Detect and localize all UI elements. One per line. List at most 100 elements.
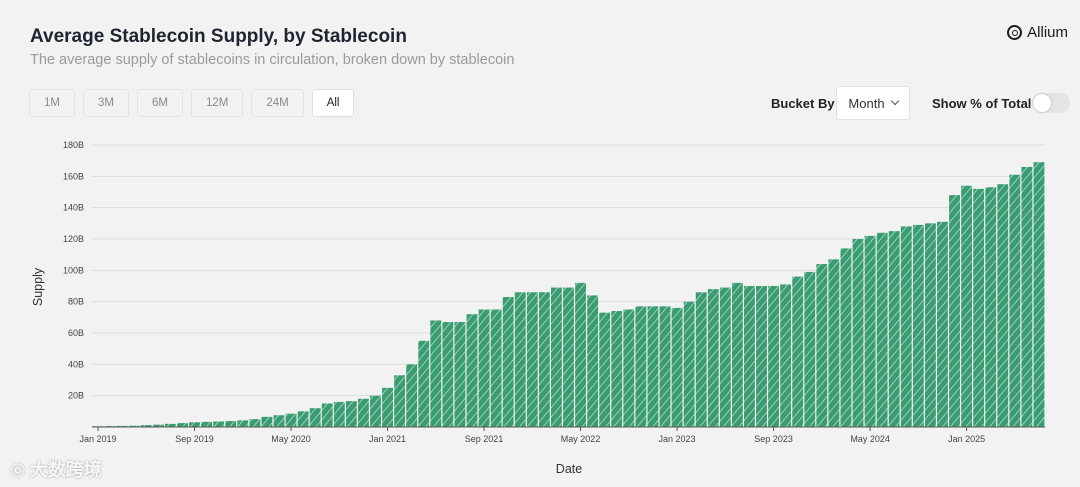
supply-bar[interactable] <box>116 425 128 427</box>
supply-bar[interactable] <box>611 311 623 427</box>
range-button-12m[interactable]: 12M <box>190 89 244 117</box>
supply-bar[interactable] <box>466 314 478 427</box>
supply-bar[interactable] <box>140 425 152 427</box>
x-tick-label: Jan 2021 <box>369 434 406 444</box>
supply-bar[interactable] <box>382 387 393 427</box>
supply-bar[interactable] <box>321 403 333 428</box>
supply-bar[interactable] <box>756 286 767 427</box>
supply-bar[interactable] <box>526 292 538 427</box>
supply-bar[interactable] <box>924 223 936 427</box>
supply-bar[interactable] <box>816 264 828 427</box>
supply-bar[interactable] <box>442 322 454 427</box>
supply-bar[interactable] <box>780 284 792 427</box>
supply-bar[interactable] <box>744 286 755 427</box>
supply-bar[interactable] <box>394 375 406 427</box>
y-tick-label: 180B <box>63 140 84 150</box>
supply-bar[interactable] <box>502 296 514 427</box>
supply-bar[interactable] <box>719 287 731 427</box>
supply-bar[interactable] <box>189 422 200 427</box>
supply-bar[interactable] <box>152 424 164 427</box>
range-button-6m[interactable]: 6M <box>136 89 183 117</box>
supply-bar[interactable] <box>635 306 647 427</box>
y-tick-label: 40B <box>68 359 84 369</box>
supply-bar[interactable] <box>237 420 249 427</box>
supply-bar[interactable] <box>201 421 213 427</box>
supply-bar[interactable] <box>285 413 297 427</box>
allium-logo-icon <box>1007 25 1023 40</box>
supply-bar[interactable] <box>864 235 876 427</box>
supply-bar[interactable] <box>430 320 442 427</box>
x-tick-label: Sep 2023 <box>754 434 793 444</box>
supply-bar[interactable] <box>128 425 140 427</box>
supply-bar[interactable] <box>418 340 430 427</box>
supply-bar[interactable] <box>900 226 912 427</box>
supply-bar[interactable] <box>490 309 502 428</box>
supply-bar[interactable] <box>1033 162 1045 427</box>
supply-bar[interactable] <box>852 239 864 427</box>
supply-bar[interactable] <box>514 292 526 427</box>
range-button-3m[interactable]: 3M <box>82 89 129 117</box>
x-tick-label: Sep 2021 <box>465 434 504 444</box>
supply-bar[interactable] <box>406 364 418 427</box>
supply-bar[interactable] <box>912 224 924 427</box>
supply-bar[interactable] <box>575 282 586 427</box>
supply-bar[interactable] <box>454 322 466 427</box>
range-button-24m[interactable]: 24M <box>251 89 304 117</box>
supply-bar[interactable] <box>949 195 960 427</box>
supply-bar[interactable] <box>345 401 357 427</box>
supply-bar[interactable] <box>997 184 1009 427</box>
supply-bar[interactable] <box>804 271 816 427</box>
supply-bar[interactable] <box>213 421 225 427</box>
supply-bar[interactable] <box>840 248 852 427</box>
watermark-logo-icon: ◎ <box>10 458 26 479</box>
supply-bar[interactable] <box>876 232 888 427</box>
supply-bar[interactable] <box>888 231 900 427</box>
supply-bar[interactable] <box>695 292 707 427</box>
supply-bar[interactable] <box>273 415 285 427</box>
supply-bar[interactable] <box>937 221 948 427</box>
x-tick-label: May 2024 <box>850 434 890 444</box>
show-percent-toggle[interactable] <box>1032 93 1070 113</box>
x-tick-label: Jan 2023 <box>659 434 696 444</box>
supply-bar[interactable] <box>1009 174 1021 427</box>
watermark: ◎ 大数跨境 <box>10 456 102 482</box>
supply-bar[interactable] <box>249 419 261 427</box>
supply-bar[interactable] <box>671 307 683 427</box>
supply-bar[interactable] <box>297 411 309 427</box>
y-tick-label: 120B <box>63 234 84 244</box>
supply-bar[interactable] <box>357 398 369 427</box>
x-tick-label: May 2020 <box>271 434 311 444</box>
supply-bar[interactable] <box>333 401 345 427</box>
supply-bar[interactable] <box>370 395 381 427</box>
supply-bar[interactable] <box>587 295 599 427</box>
supply-bar[interactable] <box>551 287 562 427</box>
supply-bar[interactable] <box>538 292 550 427</box>
supply-bar[interactable] <box>768 286 780 427</box>
supply-bar[interactable] <box>973 188 985 427</box>
supply-bar[interactable] <box>225 421 237 427</box>
supply-bar[interactable] <box>828 259 840 427</box>
supply-bar[interactable] <box>478 309 490 428</box>
supply-bar[interactable] <box>261 416 273 427</box>
supply-bar[interactable] <box>647 306 659 427</box>
supply-bar[interactable] <box>563 287 574 427</box>
supply-bar[interactable] <box>683 301 695 427</box>
y-tick-label: 140B <box>63 203 84 213</box>
supply-bar[interactable] <box>177 423 188 427</box>
bucket-select-value: Month <box>848 95 885 111</box>
supply-bar[interactable] <box>985 187 997 427</box>
supply-bar[interactable] <box>164 423 176 427</box>
range-button-all[interactable]: All <box>311 89 355 117</box>
supply-bar[interactable] <box>792 276 804 427</box>
bucket-by-label: Bucket By <box>771 96 835 111</box>
supply-bar[interactable] <box>1021 166 1033 427</box>
supply-bar[interactable] <box>623 309 635 428</box>
supply-bar[interactable] <box>731 282 743 427</box>
supply-bar[interactable] <box>961 185 973 427</box>
supply-bar[interactable] <box>659 306 671 427</box>
bucket-select[interactable]: Month <box>836 86 910 120</box>
range-button-1m[interactable]: 1M <box>29 89 75 117</box>
supply-bar[interactable] <box>599 312 611 427</box>
supply-bar[interactable] <box>309 408 321 427</box>
supply-bar[interactable] <box>707 289 719 427</box>
